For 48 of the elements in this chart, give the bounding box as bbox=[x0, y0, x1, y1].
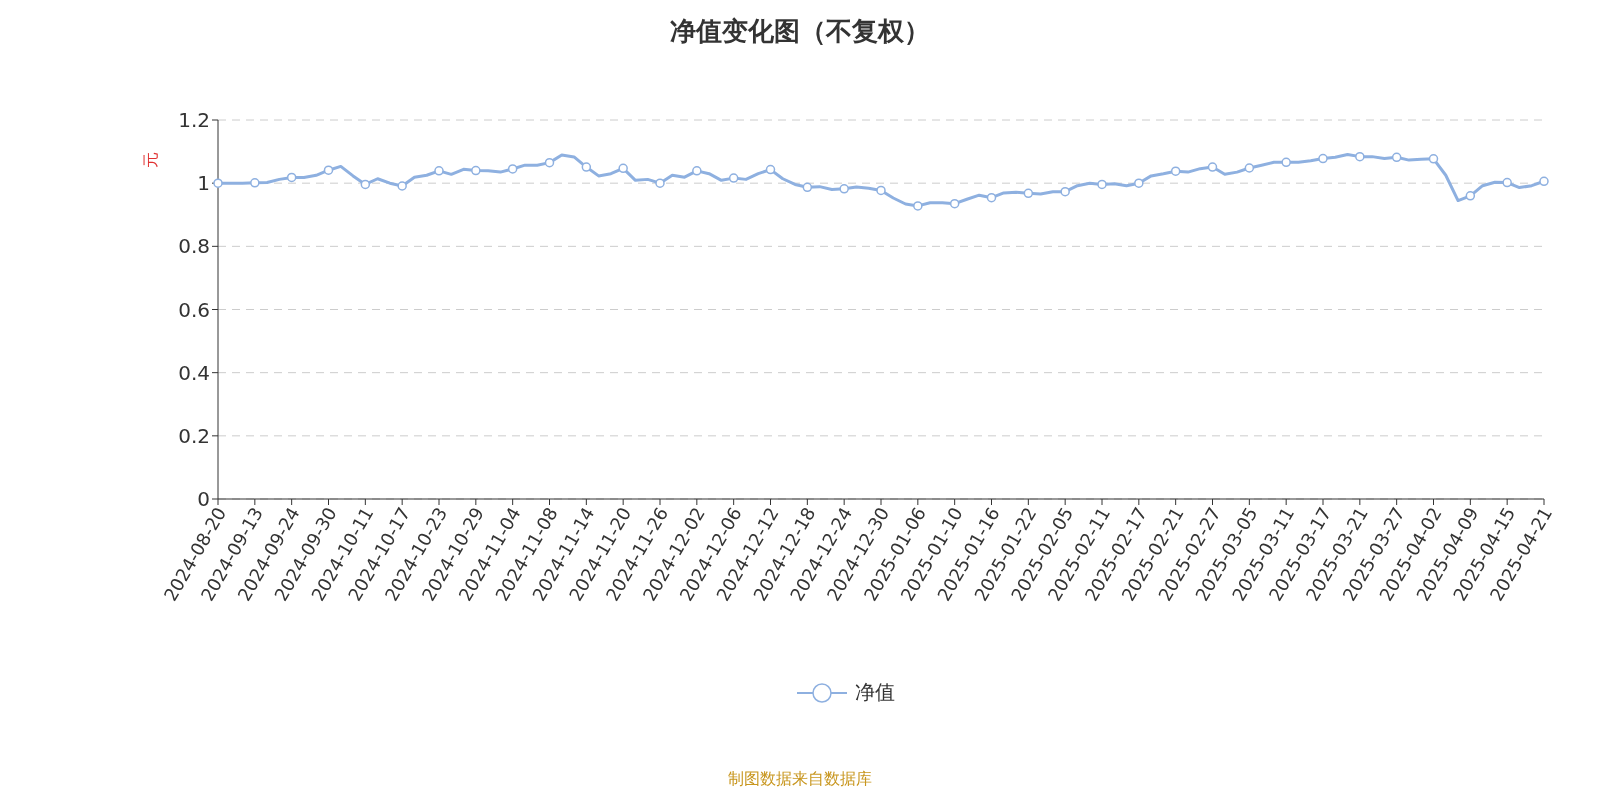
point bbox=[286, 172, 297, 183]
y-tick-label: 0 bbox=[197, 487, 210, 512]
point bbox=[618, 163, 628, 174]
text: 制图数据来自数据库 bbox=[727, 769, 873, 790]
point bbox=[692, 166, 702, 176]
y-tick-label: 1 bbox=[197, 171, 210, 196]
point bbox=[250, 178, 260, 188]
point bbox=[728, 173, 739, 183]
point bbox=[1281, 157, 1291, 168]
point bbox=[544, 157, 555, 168]
point bbox=[1134, 178, 1144, 188]
point bbox=[434, 166, 444, 176]
point bbox=[360, 179, 371, 190]
point bbox=[471, 165, 481, 176]
point bbox=[1170, 166, 1181, 176]
point bbox=[913, 201, 923, 211]
point bbox=[323, 165, 334, 175]
point bbox=[213, 178, 223, 188]
point bbox=[1318, 153, 1328, 164]
point bbox=[581, 162, 592, 172]
point bbox=[1539, 176, 1549, 187]
point bbox=[876, 185, 886, 196]
chart-title: 净值变化图（不复权） bbox=[669, 15, 931, 48]
legend-label: 净值 bbox=[855, 679, 895, 706]
point bbox=[655, 178, 665, 188]
point bbox=[1023, 188, 1034, 199]
point bbox=[949, 198, 960, 209]
point bbox=[765, 164, 776, 175]
y-tick-label: 0.6 bbox=[178, 297, 210, 322]
point bbox=[986, 192, 997, 203]
point bbox=[802, 182, 813, 193]
point bbox=[1060, 186, 1070, 197]
point bbox=[1207, 162, 1218, 172]
point bbox=[1502, 177, 1512, 188]
point bbox=[1391, 152, 1402, 163]
point bbox=[1244, 163, 1255, 173]
point bbox=[1428, 154, 1439, 164]
y-axis-title: 元 bbox=[141, 152, 160, 168]
y-tick-label: 0.8 bbox=[178, 234, 210, 259]
point bbox=[839, 184, 849, 194]
y-tick-label: 0.4 bbox=[178, 360, 210, 385]
point bbox=[1355, 151, 1365, 162]
point bbox=[397, 181, 407, 191]
point bbox=[1465, 191, 1476, 201]
y-tick-label: 0.2 bbox=[178, 423, 210, 448]
y-tick-label: 1.2 bbox=[178, 108, 210, 133]
point bbox=[1097, 179, 1107, 190]
point bbox=[507, 164, 518, 174]
